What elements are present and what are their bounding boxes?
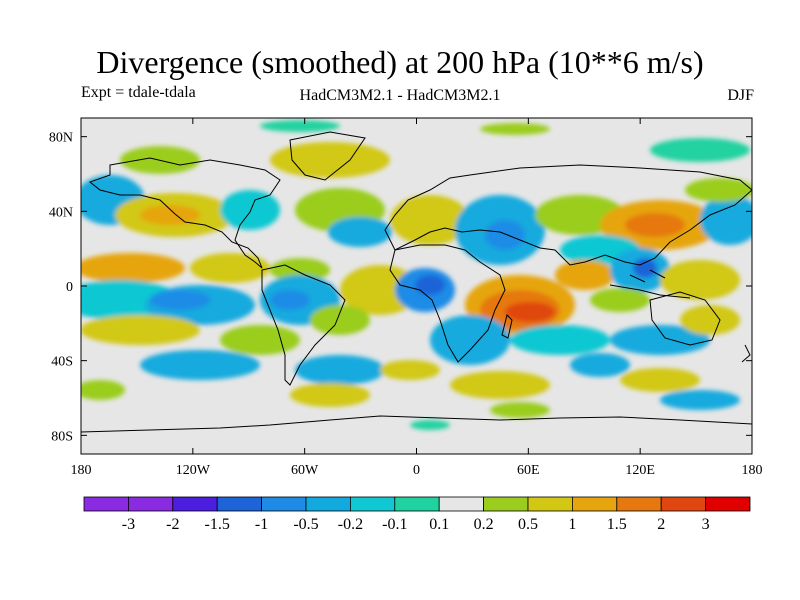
map-title: Divergence (smoothed) at 200 hPa (10**6 … <box>96 44 704 80</box>
colorbar-box <box>305 496 351 512</box>
colorbar-box <box>349 496 396 512</box>
colorbar-box <box>172 496 218 512</box>
colorbar-label: -0.1 <box>382 516 407 533</box>
africa-coast <box>389 244 506 363</box>
colorbar-label: -0.5 <box>293 516 318 533</box>
colorbar-box <box>216 496 262 512</box>
eurasia-coast <box>384 164 752 266</box>
colorbar-box <box>438 496 485 512</box>
australia-coast <box>649 291 721 346</box>
lat-label: 40N <box>49 205 73 220</box>
lat-label: 80S <box>51 429 73 444</box>
colorbar-label: -1.5 <box>205 516 230 533</box>
colorbar-label: -1 <box>255 516 268 533</box>
north-america-coast <box>88 157 281 269</box>
lon-label: 180 <box>742 463 763 478</box>
colorbar-box <box>616 496 662 512</box>
colorbar-label: 0.1 <box>429 516 449 533</box>
colorbar-label: 0.2 <box>474 516 494 533</box>
longitude-axis: 180 120W 60W 0 60E 120E 180 <box>71 118 763 478</box>
colorbar-box <box>261 496 307 512</box>
latitude-axis: 80N 40N 0 40S 80S <box>49 131 752 444</box>
lon-label: 0 <box>413 463 420 478</box>
experiment-label: Expt = tdale-tdala <box>81 84 196 101</box>
colorbar-box <box>527 496 573 512</box>
coastlines <box>81 131 752 433</box>
colorbar-box <box>127 496 174 512</box>
model-label: HadCM3M2.1 - HadCM3M2.1 <box>299 87 501 104</box>
colorbar-label: -3 <box>122 516 135 533</box>
greenland-coast <box>289 131 366 181</box>
lat-label: 80N <box>49 131 73 146</box>
colorbar-box <box>83 496 129 512</box>
indonesia-coast <box>609 269 691 299</box>
antarctica-coast <box>81 415 752 433</box>
colorbar-label: 2 <box>657 516 665 533</box>
lat-label: 40S <box>51 355 73 370</box>
colorbar-box <box>483 496 529 512</box>
colorbar-label: 1 <box>568 516 576 533</box>
colorbar-label: 1.5 <box>607 516 627 533</box>
colorbar-label: -2 <box>166 516 179 533</box>
divergence-field <box>81 120 752 430</box>
season-label: DJF <box>727 87 754 104</box>
lat-label: 0 <box>66 280 73 295</box>
colorbar-label: 0.5 <box>518 516 538 533</box>
lon-label: 120W <box>176 463 211 478</box>
lon-label: 120E <box>625 463 655 478</box>
colorbar-box <box>705 496 751 512</box>
lon-label: 180 <box>71 463 92 478</box>
colorbar-label: -0.2 <box>338 516 363 533</box>
new-zealand-coast <box>741 344 751 363</box>
lon-label: 60W <box>291 463 319 478</box>
colorbar: -3 -2 -1.5 -1 -0.5 -0.2 -0.1 0.1 0.2 0.5 1 1.5 2 3 <box>83 496 751 533</box>
south-america-coast <box>261 264 346 386</box>
madagascar-coast <box>501 314 513 339</box>
colorbar-box <box>394 496 440 512</box>
colorbar-label: 3 <box>702 516 710 533</box>
colorbar-box <box>660 496 707 512</box>
colorbar-box <box>572 496 618 512</box>
lon-label: 60E <box>517 463 540 478</box>
